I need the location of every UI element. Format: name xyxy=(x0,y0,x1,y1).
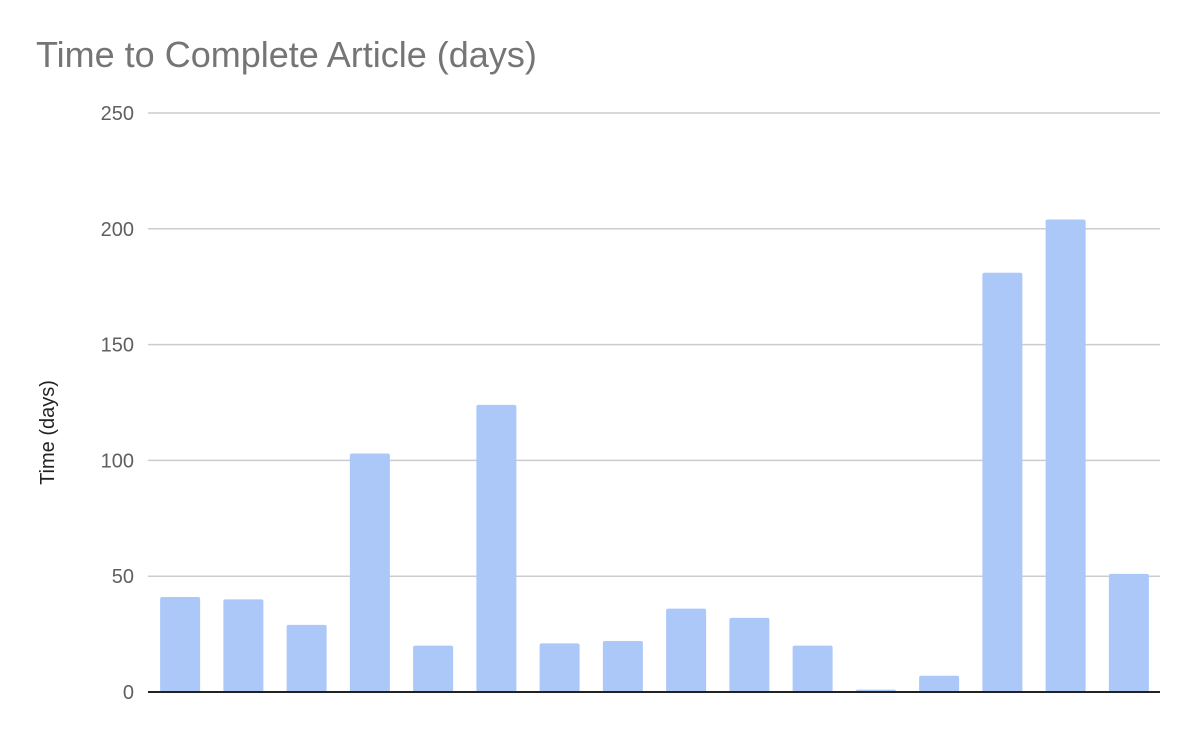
bar xyxy=(666,608,707,692)
y-axis-label: Time (days) xyxy=(37,380,59,485)
bar xyxy=(349,453,390,692)
bar xyxy=(160,597,201,692)
y-tick-label: 100 xyxy=(101,450,134,472)
bar xyxy=(792,645,833,692)
bar xyxy=(223,599,264,692)
bar xyxy=(602,641,643,692)
y-tick-labels: 0 50 100 150 200 250 xyxy=(101,103,134,704)
bar xyxy=(286,624,327,692)
bar xyxy=(413,645,454,692)
bar xyxy=(919,675,960,692)
y-tick-label: 0 xyxy=(123,682,134,704)
bar xyxy=(476,404,517,692)
y-tick-label: 150 xyxy=(101,335,134,357)
y-tick-label: 250 xyxy=(101,103,134,125)
bar xyxy=(982,272,1023,692)
bar xyxy=(1045,219,1086,692)
bar xyxy=(539,643,580,692)
bars xyxy=(160,219,1149,692)
bar xyxy=(1108,573,1149,692)
chart-title: Time to Complete Article (days) xyxy=(36,34,537,75)
y-tick-label: 200 xyxy=(101,219,134,241)
bar xyxy=(729,617,770,692)
y-tick-label: 50 xyxy=(112,566,134,588)
